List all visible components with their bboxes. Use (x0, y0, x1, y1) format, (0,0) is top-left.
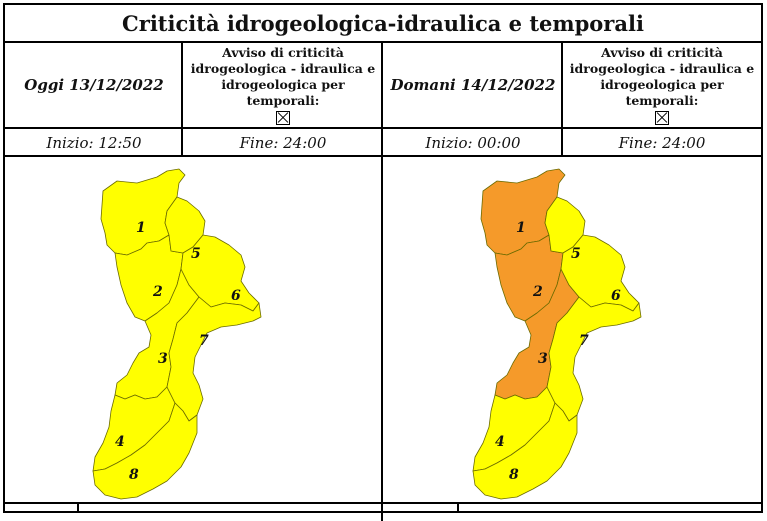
tomorrow-zone-7 (546, 296, 642, 422)
today-avviso-text: Avviso di criticità idrogeologica - idra… (190, 45, 376, 108)
today-zone-label-6: 6 (231, 288, 241, 304)
grid-line (457, 502, 459, 512)
grid-line (5, 127, 761, 129)
today-zone-label-2: 2 (152, 284, 163, 300)
today-zone-label-7: 7 (199, 333, 209, 349)
tomorrow-end-label: Fine: 24:00 (618, 134, 706, 152)
grid-line (381, 41, 383, 521)
grid-line (5, 155, 761, 157)
today-zone-label-5: 5 (191, 246, 201, 262)
tomorrow-zone-label-2: 2 (532, 284, 543, 300)
grid-line (181, 41, 183, 157)
today-end-label: Fine: 24:00 (239, 134, 327, 152)
today-zone-6 (180, 234, 260, 312)
bulletin-title: Criticità idrogeologica-idraulica e temp… (5, 5, 761, 43)
grid-line (5, 502, 761, 504)
tomorrow-zone-label-1: 1 (516, 220, 526, 236)
tomorrow-zone-label-4: 4 (495, 434, 505, 450)
today-avviso-checkbox (276, 111, 290, 125)
bulletin-frame: Criticità idrogeologica-idraulica e temp… (3, 3, 763, 521)
tomorrow-zone-5 (544, 196, 586, 254)
today-zone-8 (92, 402, 198, 500)
tomorrow-zone-label-8: 8 (509, 467, 519, 483)
today-zone-7 (166, 296, 262, 422)
tomorrow-date-label: Domani 14/12/2022 (390, 76, 556, 94)
tomorrow-avviso-checkbox (655, 111, 669, 125)
tomorrow-zone-label-3: 3 (538, 351, 548, 367)
today-date-label: Oggi 13/12/2022 (24, 76, 164, 94)
tomorrow-start-label: Inizio: 00:00 (425, 134, 521, 152)
today-zone-5 (164, 196, 206, 254)
tomorrow-zone-label-5: 5 (571, 246, 581, 262)
today-zone-label-1: 1 (136, 220, 146, 236)
grid-line (77, 502, 79, 512)
tomorrow-zone-label-7: 7 (579, 333, 589, 349)
tomorrow-zone-6 (560, 234, 640, 312)
today-zone-label-8: 8 (129, 467, 139, 483)
grid-line (561, 41, 563, 157)
tomorrow-zone-8 (472, 402, 578, 500)
today-zone-label-3: 3 (158, 351, 168, 367)
tomorrow-zone-map: 1 2 3 4 5 6 7 8 (472, 168, 642, 500)
tomorrow-zone-label-6: 6 (611, 288, 621, 304)
today-zone-label-4: 4 (115, 434, 125, 450)
tomorrow-avviso: Avviso di criticità idrogeologica - idra… (563, 41, 761, 129)
today-avviso: Avviso di criticità idrogeologica - idra… (183, 41, 383, 129)
today-start-label: Inizio: 12:50 (46, 134, 142, 152)
today-zone-map: 1 2 3 4 5 6 7 8 (92, 168, 262, 500)
tomorrow-avviso-text: Avviso di criticità idrogeologica - idra… (569, 45, 755, 108)
